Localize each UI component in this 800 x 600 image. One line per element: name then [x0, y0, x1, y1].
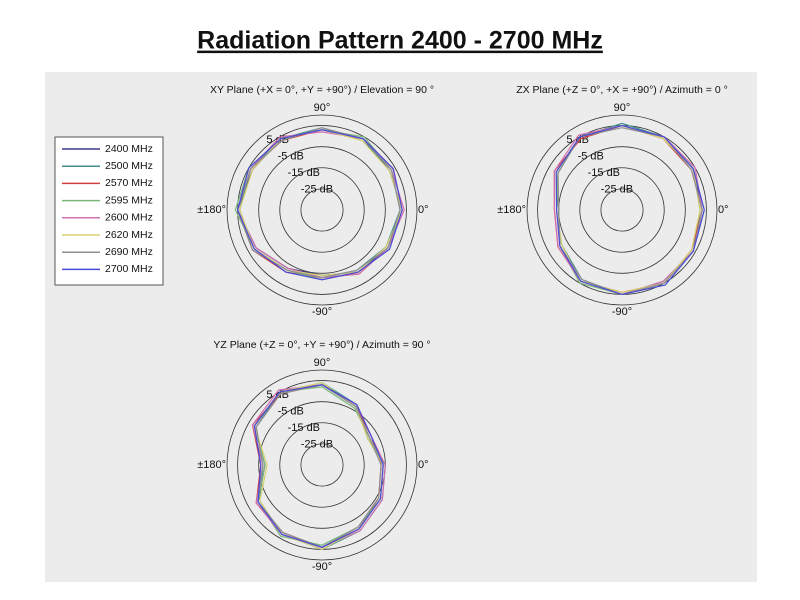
r-tick-label: -5 dB	[278, 406, 304, 418]
legend-label: 2700 MHz	[105, 263, 153, 275]
grid-ring	[300, 443, 344, 487]
plot-title: YZ Plane (+Z = 0°, +Y = +90°) / Azimuth …	[213, 339, 430, 351]
legend-label: 2620 MHz	[105, 229, 153, 241]
plot-title: XY Plane (+X = 0°, +Y = +90°) / Elevatio…	[210, 84, 434, 96]
grid-ring	[279, 422, 365, 508]
legend-label: 2400 MHz	[105, 143, 153, 155]
outer-ring	[226, 369, 418, 561]
grid-ring	[279, 167, 365, 253]
angle-label: 90°	[614, 102, 631, 114]
r-tick-label: -25 dB	[601, 183, 633, 195]
legend-box	[54, 136, 164, 286]
legend-label: 2500 MHz	[105, 160, 153, 172]
r-tick-label: -15 dB	[288, 167, 320, 179]
plot-title: ZX Plane (+Z = 0°, +X = +90°) / Azimuth …	[516, 84, 728, 96]
angle-label: ±180°	[497, 204, 526, 216]
angle-label: 0°	[418, 459, 429, 471]
angle-label: -90°	[312, 306, 332, 318]
angle-label: ±180°	[197, 459, 226, 471]
r-tick-label: -5 dB	[578, 151, 604, 163]
outer-ring	[526, 114, 718, 306]
angle-label: 90°	[314, 357, 331, 369]
outer-ring	[226, 114, 418, 306]
grid-ring	[600, 188, 644, 232]
legend-label: 2600 MHz	[105, 212, 153, 224]
angle-label: -90°	[612, 306, 632, 318]
legend-label: 2690 MHz	[105, 246, 153, 258]
page-title: Radiation Pattern 2400 - 2700 MHz	[197, 27, 603, 55]
pattern-line	[555, 124, 705, 296]
r-tick-label: -5 dB	[278, 151, 304, 163]
grid-ring	[258, 146, 386, 274]
angle-label: -90°	[312, 561, 332, 573]
r-tick-label: -25 dB	[301, 183, 333, 195]
pattern-line	[236, 129, 403, 281]
angle-label: ±180°	[197, 204, 226, 216]
r-tick-label: -15 dB	[288, 422, 320, 434]
angle-label: 0°	[418, 204, 429, 216]
grid-ring	[300, 188, 344, 232]
angle-label: 90°	[314, 102, 331, 114]
legend-label: 2570 MHz	[105, 177, 153, 189]
angle-label: 0°	[718, 204, 729, 216]
r-tick-label: -25 dB	[301, 438, 333, 450]
grid-ring	[579, 167, 665, 253]
r-tick-label: -15 dB	[588, 167, 620, 179]
pattern-line	[255, 384, 382, 548]
legend-label: 2595 MHz	[105, 194, 153, 206]
pattern-line	[253, 384, 384, 548]
